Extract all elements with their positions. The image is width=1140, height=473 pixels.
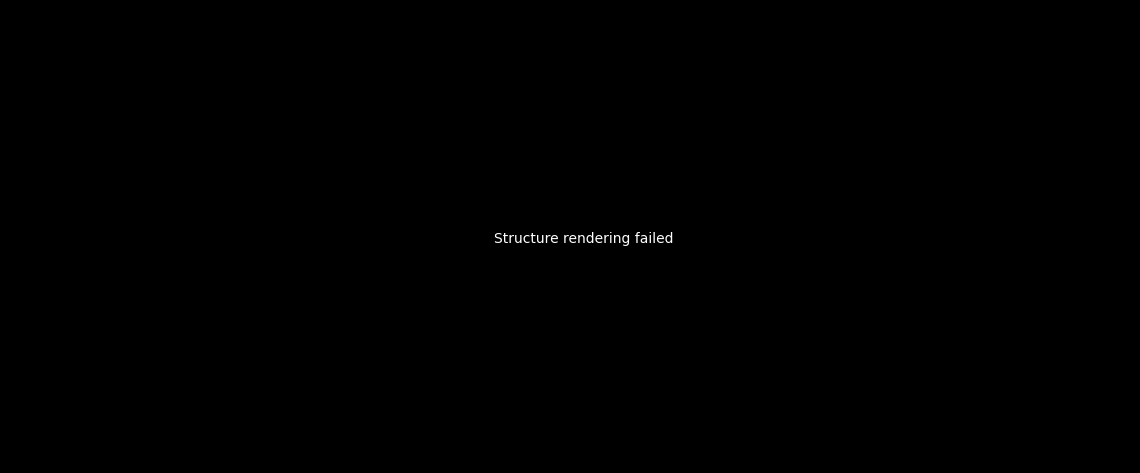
Text: Structure rendering failed: Structure rendering failed: [495, 232, 674, 246]
